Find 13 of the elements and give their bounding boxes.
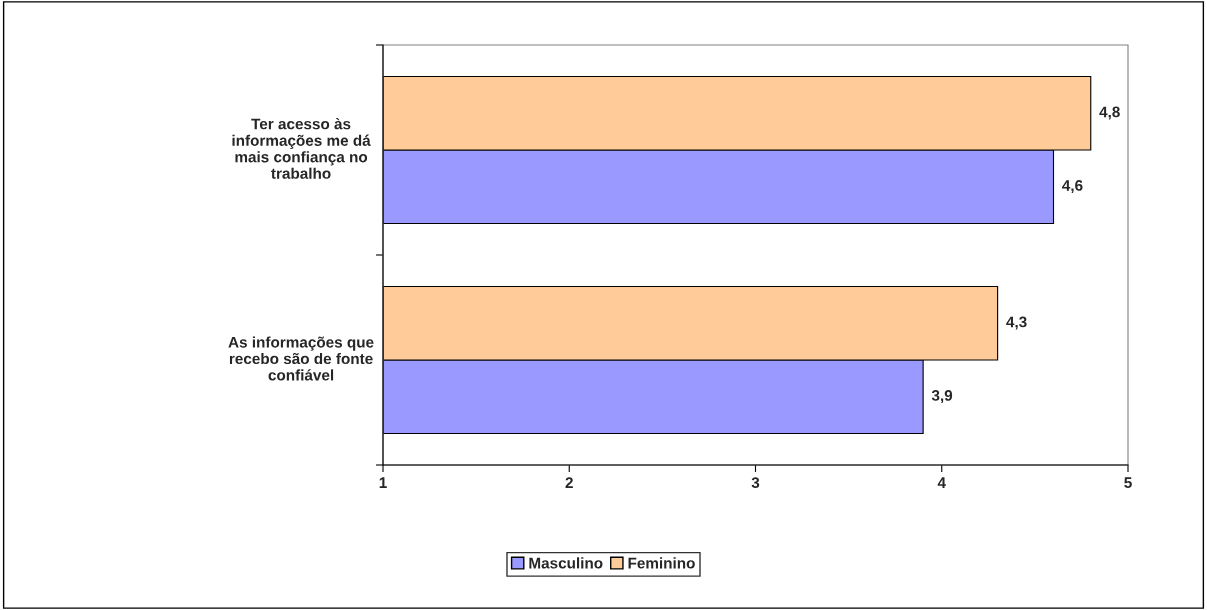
x-tick-label: 5 [1124, 477, 1132, 489]
legend-label: Feminino [628, 557, 695, 569]
x-tick-label: 4 [937, 477, 946, 488]
x-tick-label: 1 [379, 477, 387, 488]
data-label: 3,9 [931, 390, 953, 404]
x-tick-label: 3 [751, 477, 760, 489]
legend-label: Masculino [529, 557, 603, 569]
x-tick-label: 2 [565, 477, 573, 488]
y-tick-label: As informações que recebo são de fonte confiável [228, 336, 374, 381]
y-tick-label: Ter acesso às informações me dá mais confiança no trabalho [232, 117, 371, 179]
data-label: 4,8 [1099, 106, 1120, 120]
data-label: 4,3 [1006, 316, 1027, 330]
data-label: 4,6 [1062, 180, 1083, 194]
